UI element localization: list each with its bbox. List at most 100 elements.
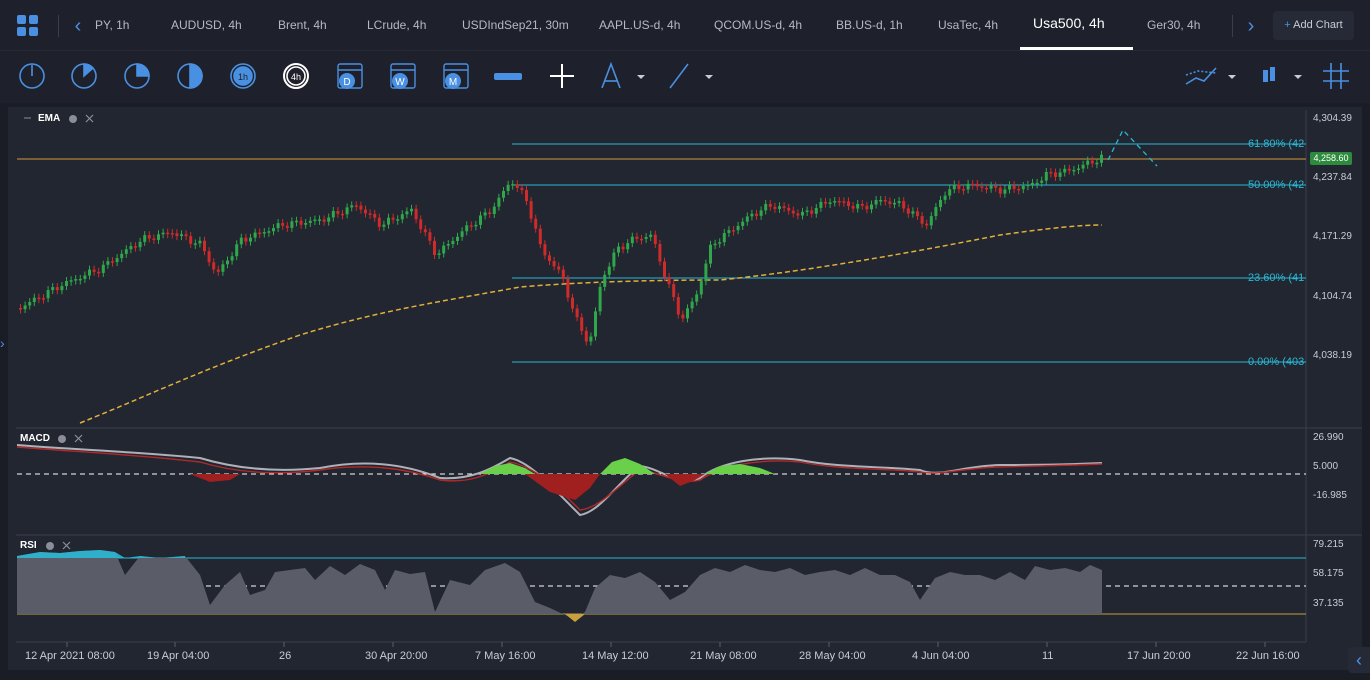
candle: [166, 232, 170, 235]
tab-audusd-4h[interactable]: AUDUSD, 4h: [171, 18, 242, 32]
candle: [621, 246, 625, 250]
candle: [883, 199, 887, 202]
candle: [584, 330, 588, 342]
candle: [929, 216, 933, 226]
candle: [791, 210, 795, 214]
candle: [253, 232, 257, 238]
chevron-down-icon[interactable]: [637, 75, 645, 79]
candle: [902, 201, 906, 209]
chevron-down-icon[interactable]: [1294, 75, 1302, 79]
tab-ger30-4h[interactable]: Ger30, 4h: [1147, 18, 1201, 32]
macd-label: MACD: [20, 433, 50, 444]
candle: [51, 287, 55, 291]
candle: [180, 234, 183, 237]
tab-aapl-4h[interactable]: AAPL.US-d, 4h: [599, 18, 681, 32]
candle: [916, 211, 919, 217]
tab-usatec-4h[interactable]: UsaTec, 4h: [938, 18, 999, 32]
candle: [1026, 184, 1030, 187]
candle: [589, 336, 593, 342]
tab-bb-1h[interactable]: BB.US-d, 1h: [836, 18, 903, 32]
chevron-down-icon[interactable]: [705, 75, 713, 79]
line-draw-icon[interactable]: [669, 63, 689, 89]
candle: [387, 217, 390, 225]
candle: [42, 298, 45, 300]
tab-usdind-30m[interactable]: USDIndSep21, 30m: [462, 18, 569, 32]
macd-y-label: 5.000: [1313, 461, 1339, 472]
candle-type-icon[interactable]: [1263, 67, 1275, 82]
projection-path[interactable]: [1107, 128, 1158, 167]
candle: [1049, 172, 1053, 174]
candle: [308, 220, 312, 223]
x-label: 12 Apr 2021 08:00: [25, 650, 115, 662]
chevron-left-icon[interactable]: ‹: [74, 15, 82, 37]
toolbar-icons: 1h 4h D W M: [19, 61, 1349, 89]
calendar-week-icon[interactable]: [390, 63, 416, 89]
clock-1m-icon[interactable]: [19, 63, 45, 89]
clock-4h-icon[interactable]: [283, 63, 309, 89]
calendar-day-icon[interactable]: [337, 63, 363, 89]
tab-brent-4h[interactable]: Brent, 4h: [278, 18, 327, 32]
ema-close-icon[interactable]: [85, 114, 94, 123]
indicators-icon[interactable]: [1185, 67, 1217, 85]
ema-settings-icon[interactable]: [69, 115, 77, 123]
candle: [433, 240, 436, 255]
candle: [626, 243, 630, 250]
candle: [920, 216, 924, 224]
x-label: 11: [1042, 650, 1054, 662]
ema-line: [79, 224, 1103, 424]
compass-icon[interactable]: [601, 61, 621, 89]
chevron-right-icon[interactable]: ›: [1247, 15, 1255, 37]
macd-close-icon[interactable]: [74, 434, 83, 443]
tab-bar: ‹ PY, 1h AUDUSD, 4h Brent, 4h LCrude, 4h…: [0, 0, 1370, 51]
clock-15m-icon[interactable]: [124, 63, 150, 89]
rsi-close-icon[interactable]: [62, 541, 71, 550]
candle: [810, 210, 814, 214]
candle: [101, 264, 105, 273]
x-label: 26: [279, 650, 292, 662]
ruler-icon[interactable]: [494, 73, 522, 80]
tab-qcom-4h[interactable]: QCOM.US-d, 4h: [714, 18, 803, 32]
candle: [1063, 168, 1067, 173]
clock-30m-icon[interactable]: [177, 63, 203, 89]
chevron-down-icon[interactable]: [1228, 75, 1236, 79]
candle: [152, 238, 156, 240]
candle: [460, 231, 464, 237]
ema-label: EMA: [38, 113, 61, 124]
tab-lcrude-4h[interactable]: LCrude, 4h: [367, 18, 427, 32]
candle: [138, 241, 142, 248]
candle: [55, 287, 59, 291]
candle: [847, 201, 850, 207]
candle: [722, 232, 726, 243]
tab-usa500-4h[interactable]: Usa500, 4h: [1033, 15, 1105, 31]
candle: [759, 210, 763, 216]
period-week-text: W: [395, 77, 405, 88]
rsi-y-label: 79.215: [1313, 539, 1344, 550]
candle: [272, 228, 275, 232]
chevron-right-icon[interactable]: ›: [0, 335, 5, 351]
candle: [124, 249, 128, 254]
clock-1h-icon[interactable]: [230, 63, 256, 89]
candle: [713, 243, 717, 246]
calendar-month-icon[interactable]: [443, 63, 469, 89]
grid-icon[interactable]: [1323, 63, 1349, 89]
crosshair-icon[interactable]: [550, 64, 574, 88]
rsi-overbought-fill: [17, 550, 185, 558]
candle: [147, 235, 151, 239]
x-label: 30 Apr 20:00: [365, 650, 428, 662]
candle: [695, 294, 699, 302]
add-chart-button[interactable]: + Add Chart: [1273, 11, 1354, 40]
candle: [428, 232, 432, 241]
chevron-left-icon[interactable]: ‹: [1348, 647, 1370, 673]
clock-5m-icon[interactable]: [71, 63, 97, 89]
candle: [548, 255, 551, 261]
candle: [345, 207, 349, 215]
rsi-settings-icon[interactable]: [46, 542, 54, 550]
candle: [1008, 185, 1011, 190]
candle: [28, 302, 32, 306]
candle: [975, 183, 979, 187]
tab-py-1h[interactable]: PY, 1h: [95, 18, 130, 32]
chart-area[interactable]: [8, 107, 1362, 670]
macd-settings-icon[interactable]: [58, 435, 66, 443]
apps-grid-icon[interactable]: [17, 15, 39, 37]
